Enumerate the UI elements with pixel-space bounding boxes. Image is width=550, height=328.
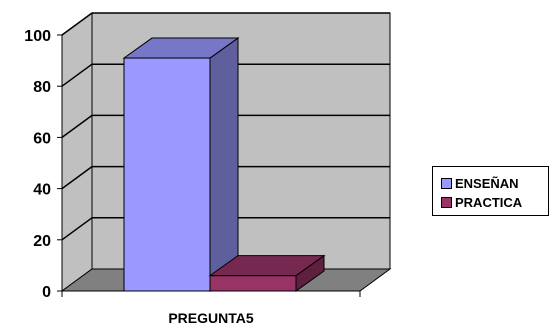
legend-item-ensenan: ENSEÑAN [441, 175, 519, 191]
y-tick-label-100: 100 [24, 28, 51, 45]
legend-swatch-ensenan [441, 177, 452, 189]
bar-front-practica [209, 275, 297, 292]
axis-labels: 0 20 40 60 80 100 PREGUNTA5 [24, 28, 254, 326]
y-tick-label-0: 0 [42, 284, 51, 301]
gridline-side-80 [61, 63, 93, 87]
legend-label-practica: PRACTICA [455, 194, 523, 210]
y-tick-label-80: 80 [33, 79, 51, 96]
legend: ENSEÑAN PRACTICA [432, 166, 549, 216]
bar-side-ensenan [209, 37, 239, 292]
bar-top-practica [208, 255, 326, 277]
gridline-side-100 [61, 12, 93, 36]
y-tick-label-60: 60 [33, 130, 51, 147]
gridline-side-40 [61, 165, 93, 190]
x-category-label: PREGUNTA5 [168, 310, 254, 326]
bars [122, 37, 326, 292]
bar-front-ensenan [123, 57, 211, 292]
legend-label-ensenan: ENSEÑAN [455, 175, 519, 191]
gridline-side-20 [61, 217, 93, 241]
legend-swatch-practica [441, 196, 452, 208]
bar-top-ensenan [122, 37, 240, 59]
gridline-side-60 [61, 114, 93, 139]
y-tick-label-20: 20 [33, 233, 51, 250]
side-wall [61, 12, 93, 292]
legend-item-practica: PRACTICA [441, 194, 522, 210]
y-tick-label-40: 40 [33, 182, 51, 199]
